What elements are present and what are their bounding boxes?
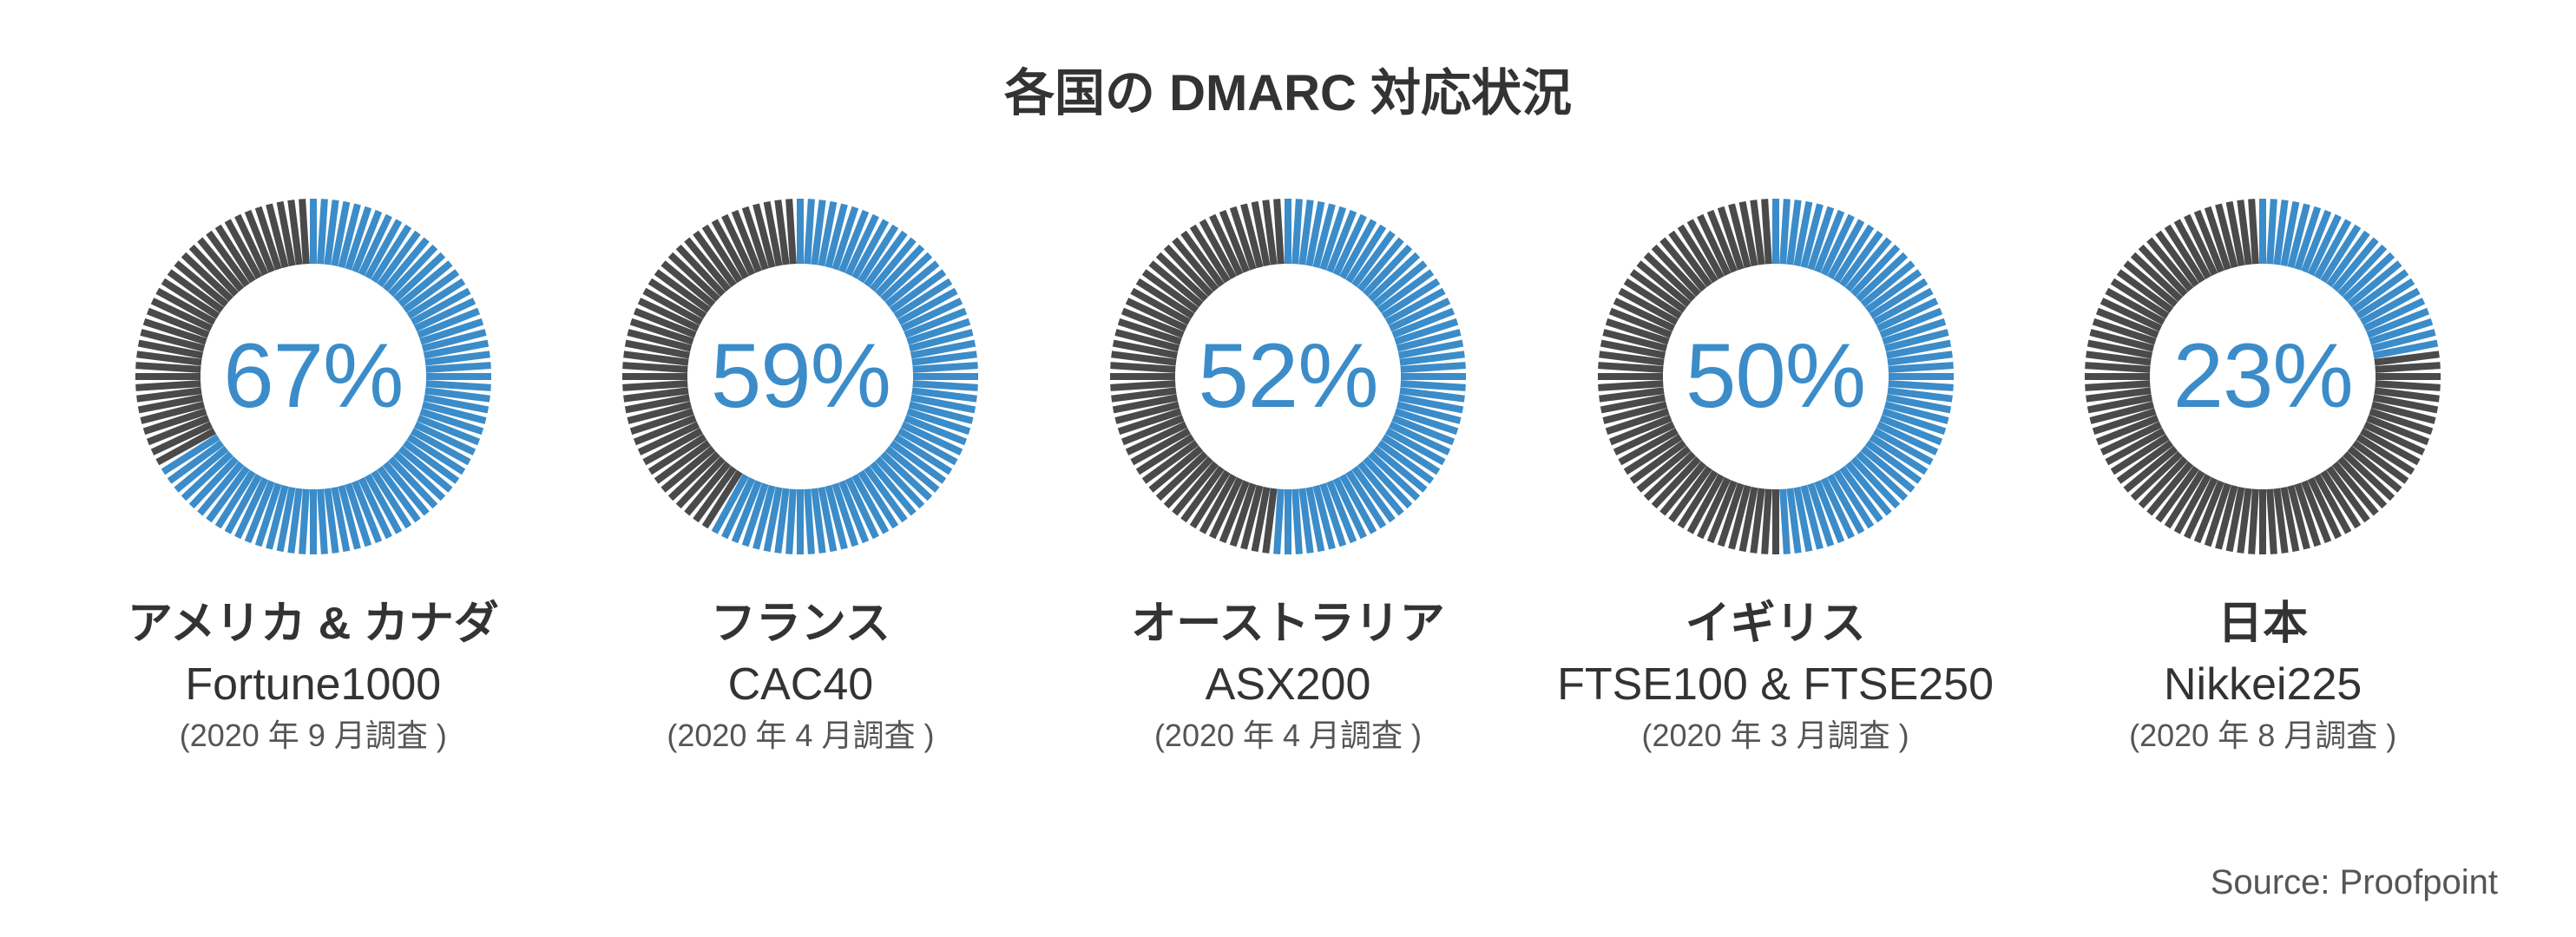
gauge-labels: フランスCAC40(2020 年 4 月調査 )	[667, 593, 934, 757]
gauge-label-index: FTSE100 & FTSE250	[1557, 654, 1994, 715]
gauge: 59%	[609, 186, 991, 567]
gauge-card: 50% イギリスFTSE100 & FTSE250(2020 年 3 月調査 )	[1532, 186, 2020, 757]
gauge-label-date: (2020 年 8 月調査 )	[2129, 715, 2396, 757]
gauge-label-index: Nikkei225	[2129, 654, 2396, 715]
gauge-row: 67% アメリカ & カナダFortune1000(2020 年 9 月調査 ) 5…	[69, 186, 2507, 757]
gauge-label-country: イギリス	[1557, 593, 1994, 654]
gauge-label-date: (2020 年 3 月調査 )	[1557, 715, 1994, 757]
gauge-card: 67% アメリカ & カナダFortune1000(2020 年 9 月調査 )	[69, 186, 557, 757]
gauge-labels: アメリカ & カナダFortune1000(2020 年 9 月調査 )	[128, 593, 499, 757]
gauge-label-date: (2020 年 9 月調査 )	[128, 715, 499, 757]
gauge-center-value: 23%	[2072, 186, 2454, 567]
page-title: 各国の DMARC 対応状況	[69, 52, 2507, 125]
gauge-label-country: アメリカ & カナダ	[128, 593, 499, 654]
gauge: 52%	[1097, 186, 1479, 567]
gauge-labels: イギリスFTSE100 & FTSE250(2020 年 3 月調査 )	[1557, 593, 1994, 757]
gauge-card: 52% オーストラリアASX200(2020 年 4 月調査 )	[1044, 186, 1532, 757]
gauge-label-country: フランス	[667, 593, 934, 654]
gauge: 23%	[2072, 186, 2454, 567]
gauge-center-value: 52%	[1097, 186, 1479, 567]
gauge: 50%	[1585, 186, 1967, 567]
gauge-label-date: (2020 年 4 月調査 )	[1131, 715, 1444, 757]
gauge-label-index: ASX200	[1131, 654, 1444, 715]
gauge-label-country: 日本	[2129, 593, 2396, 654]
gauge-label-date: (2020 年 4 月調査 )	[667, 715, 934, 757]
gauge-card: 59% フランスCAC40(2020 年 4 月調査 )	[557, 186, 1045, 757]
gauge-labels: オーストラリアASX200(2020 年 4 月調査 )	[1131, 593, 1444, 757]
gauge-card: 23% 日本Nikkei225(2020 年 8 月調査 )	[2019, 186, 2507, 757]
gauge-label-index: Fortune1000	[128, 654, 499, 715]
page: 各国の DMARC 対応状況 67%アメリカ & カナダFortune1000(…	[0, 0, 2576, 937]
gauge-label-country: オーストラリア	[1131, 593, 1444, 654]
gauge-center-value: 59%	[609, 186, 991, 567]
gauge-center-value: 67%	[122, 186, 504, 567]
gauge: 67%	[122, 186, 504, 567]
gauge-center-value: 50%	[1585, 186, 1967, 567]
gauge-label-index: CAC40	[667, 654, 934, 715]
source-attribution: Source: Proofpoint	[2211, 863, 2498, 902]
gauge-labels: 日本Nikkei225(2020 年 8 月調査 )	[2129, 593, 2396, 757]
